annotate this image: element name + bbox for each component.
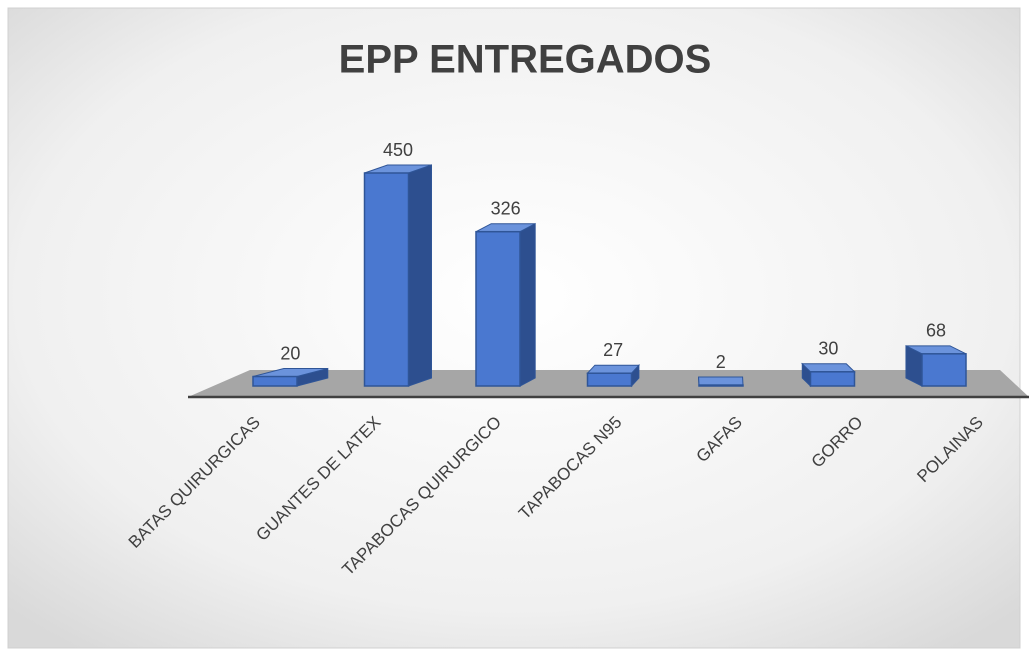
bar-top	[698, 376, 744, 386]
data-label: 27	[603, 340, 623, 360]
bar	[921, 353, 967, 387]
data-label: 30	[818, 339, 838, 359]
bar	[586, 372, 633, 387]
bar	[698, 384, 744, 387]
data-label: 326	[491, 198, 521, 218]
data-label: 2	[716, 352, 726, 372]
bar	[809, 371, 856, 387]
data-label: 450	[383, 140, 413, 160]
chart-title: EPP ENTREGADOS	[339, 38, 712, 82]
bar	[363, 172, 410, 387]
bar-side	[519, 222, 536, 387]
bar-top	[586, 364, 641, 374]
bar	[475, 230, 521, 387]
bar-side	[408, 164, 432, 387]
data-label: 20	[280, 343, 300, 363]
data-label: 68	[926, 321, 946, 341]
bar-top	[801, 363, 856, 373]
bar	[252, 375, 298, 387]
